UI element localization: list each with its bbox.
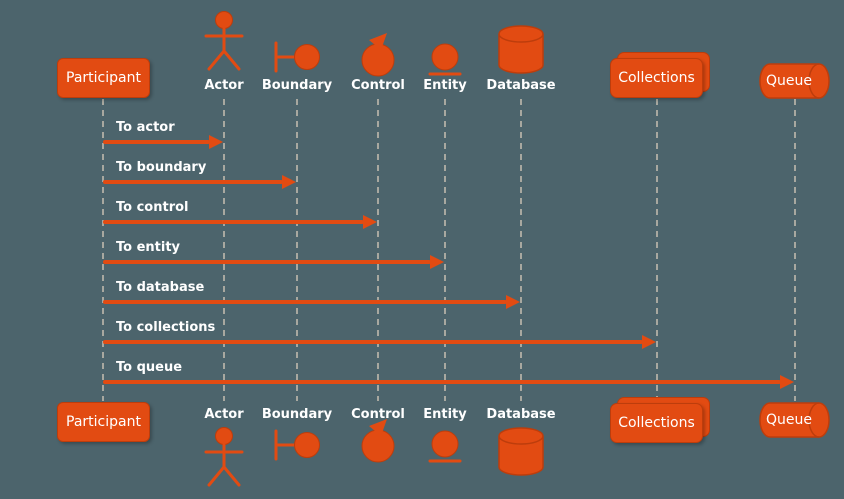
actor-icon-bottom (204, 427, 244, 487)
lifeline-actor (223, 99, 225, 401)
boundary-icon-top (274, 41, 320, 73)
lifeline-queue (794, 99, 796, 401)
control-icon-top (361, 33, 395, 77)
participant-label-boundary-top: Boundary (261, 78, 333, 93)
database-icon-bottom (498, 427, 544, 476)
boundary-icon-bottom (274, 429, 320, 461)
message-arrow-control (103, 220, 364, 224)
lifeline-control (377, 99, 379, 401)
message-arrowhead-database (506, 295, 520, 309)
participant-box-label: Participant (66, 70, 141, 86)
message-label-queue: To queue (116, 360, 183, 375)
participant-label-entity-bottom: Entity (423, 407, 467, 422)
message-label-database: To database (116, 280, 205, 295)
control-icon-bottom (361, 419, 395, 463)
lifeline-participant (102, 99, 104, 401)
entity-icon-top (428, 43, 462, 76)
participant-label-database-top: Database (486, 78, 556, 93)
queue-label-text: Queue (766, 73, 812, 89)
actor-icon-top (204, 11, 244, 71)
queue-label-bottom: Queue (760, 402, 818, 438)
participant-box-label: Participant (66, 414, 141, 430)
message-label-control: To control (116, 200, 189, 215)
message-arrowhead-entity (430, 255, 444, 269)
lifeline-database (520, 99, 522, 401)
participant-box-participant-top: Participant (57, 58, 150, 98)
message-arrow-boundary (103, 180, 283, 184)
message-arrow-entity (103, 260, 431, 264)
message-label-entity: To entity (116, 240, 181, 255)
message-arrow-database (103, 300, 507, 304)
participant-label-control-bottom: Control (351, 407, 405, 422)
message-arrow-collections (103, 340, 643, 344)
queue-label-top: Queue (760, 63, 818, 99)
message-arrowhead-boundary (282, 175, 296, 189)
lifeline-entity (444, 99, 446, 401)
participant-label-control-top: Control (351, 78, 405, 93)
lifeline-collections (656, 99, 658, 401)
message-arrowhead-queue (780, 375, 794, 389)
lifeline-boundary (296, 99, 298, 401)
queue-icon-top (759, 63, 830, 99)
message-label-collections: To collections (116, 320, 216, 335)
queue-icon-bottom (759, 402, 830, 438)
message-arrow-queue (103, 380, 781, 384)
collections-front-box-bottom: Collections (610, 403, 703, 443)
message-label-boundary: To boundary (116, 160, 207, 175)
collections-label: Collections (618, 70, 695, 86)
collections-label: Collections (618, 415, 695, 431)
participant-label-actor-bottom: Actor (204, 407, 244, 422)
participant-label-entity-top: Entity (423, 78, 467, 93)
entity-icon-bottom (428, 430, 462, 463)
message-arrow-actor (103, 140, 210, 144)
message-arrowhead-control (363, 215, 377, 229)
collections-front-box-top: Collections (610, 58, 703, 98)
message-arrowhead-actor (209, 135, 223, 149)
participant-label-boundary-bottom: Boundary (261, 407, 333, 422)
message-label-actor: To actor (116, 120, 175, 135)
participant-label-database-bottom: Database (486, 407, 556, 422)
participant-box-participant-bottom: Participant (57, 402, 150, 442)
database-icon-top (498, 25, 544, 74)
message-arrowhead-collections (642, 335, 656, 349)
queue-label-text: Queue (766, 412, 812, 428)
participant-label-actor-top: Actor (204, 78, 244, 93)
